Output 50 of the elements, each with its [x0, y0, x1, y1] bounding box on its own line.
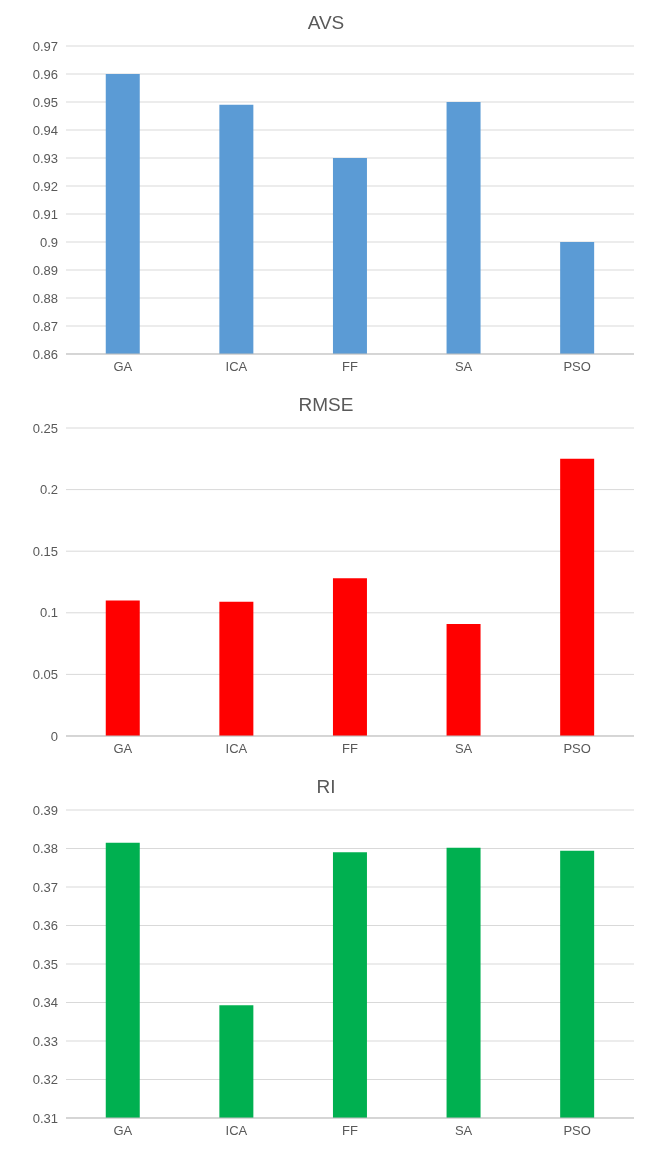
x-tick-label: GA: [113, 359, 133, 375]
y-tick-label: 0.37: [32, 879, 58, 895]
x-tick-label: ICA: [225, 1123, 248, 1139]
chart-title: RMSE: [297, 393, 355, 417]
y-tick-label: 0.32: [32, 1072, 58, 1088]
y-tick-label: 0.34: [32, 995, 58, 1011]
bar: [105, 600, 140, 736]
y-tick-label: 0.88: [32, 290, 58, 306]
y-tick-label: 0: [50, 728, 58, 744]
y-tick-label: 0.86: [32, 346, 58, 362]
y-tick-label: 0.05: [32, 667, 58, 683]
x-tick-label: ICA: [225, 359, 248, 375]
y-tick-label: 0.93: [32, 150, 58, 166]
x-tick-label: PSO: [563, 359, 591, 375]
bar: [446, 623, 481, 736]
y-tick-label: 0.33: [32, 1033, 58, 1049]
x-tick-label: PSO: [563, 741, 591, 757]
x-tick-label: FF: [342, 359, 358, 375]
y-tick-label: 0.1: [39, 605, 58, 621]
x-tick-label: PSO: [563, 1123, 591, 1139]
x-tick-label: GA: [113, 1123, 133, 1139]
y-tick-label: 0.25: [32, 420, 58, 436]
y-tick-label: 0.96: [32, 66, 58, 82]
x-tick-label: SA: [454, 1123, 473, 1139]
y-tick-label: 0.9: [39, 234, 58, 250]
y-tick-label: 0.38: [32, 841, 58, 857]
chart-title: AVS: [306, 11, 346, 35]
y-tick-label: 0.97: [32, 38, 58, 54]
x-tick-label: FF: [342, 1123, 358, 1139]
bar: [560, 458, 595, 736]
x-tick-label: GA: [113, 741, 133, 757]
y-tick-label: 0.87: [32, 318, 58, 334]
y-tick-label: 0.94: [32, 122, 58, 138]
bar: [332, 578, 367, 736]
y-tick-label: 0.31: [32, 1110, 58, 1126]
x-tick-label: ICA: [225, 741, 248, 757]
x-tick-label: SA: [454, 359, 473, 375]
bar: [219, 601, 254, 736]
y-tick-label: 0.92: [32, 178, 58, 194]
y-tick-label: 0.39: [32, 802, 58, 818]
y-tick-label: 0.91: [32, 206, 58, 222]
y-tick-label: 0.2: [39, 482, 58, 498]
chart-title: RI: [315, 775, 337, 799]
y-tick-label: 0.15: [32, 543, 58, 559]
y-tick-label: 0.36: [32, 918, 58, 934]
y-tick-label: 0.95: [32, 94, 58, 110]
x-tick-label: FF: [342, 741, 358, 757]
x-tick-label: SA: [454, 741, 473, 757]
y-tick-label: 0.89: [32, 262, 58, 278]
y-tick-label: 0.35: [32, 956, 58, 972]
